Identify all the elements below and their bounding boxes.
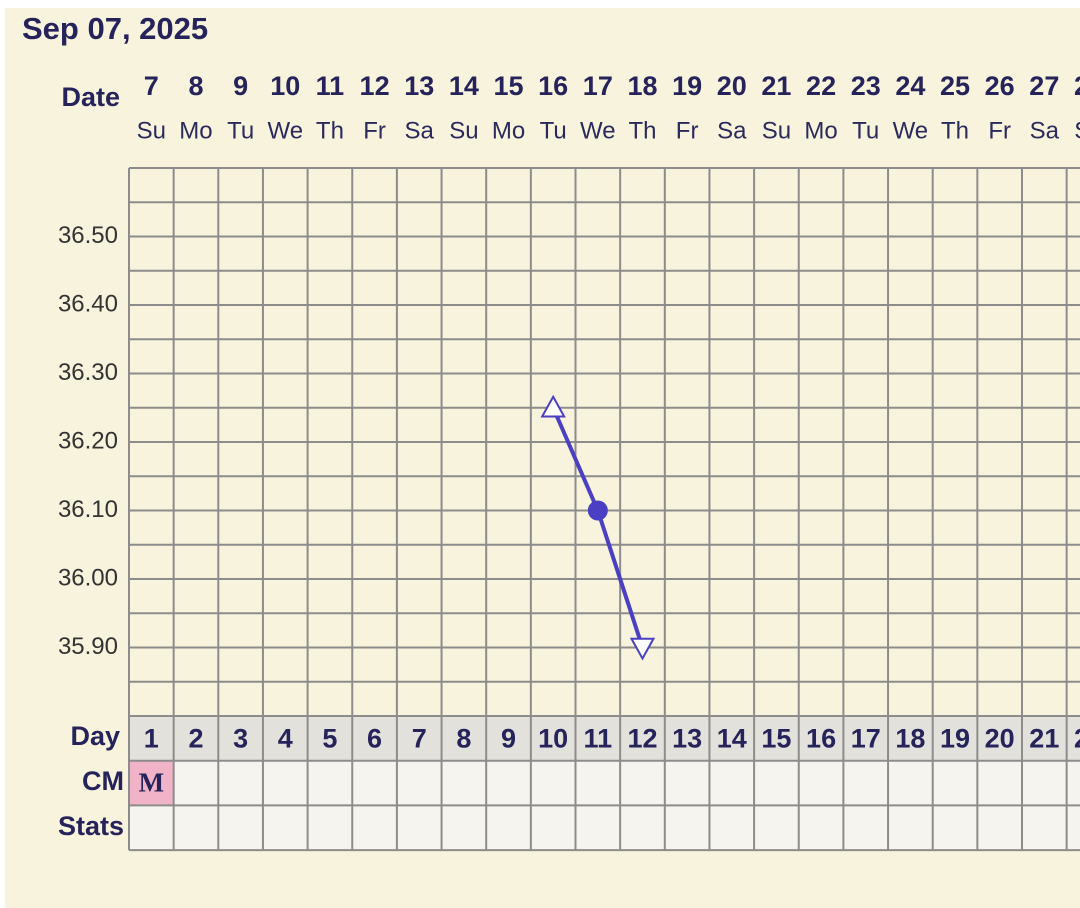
day-row — [129, 716, 1080, 761]
date-label: 22 — [806, 71, 836, 101]
weekday-label: Th — [628, 117, 656, 144]
weekday-label: Sa — [1030, 117, 1060, 144]
date-label: 17 — [583, 71, 613, 101]
weekday-label: Fr — [363, 117, 386, 144]
row-label: Day — [70, 721, 120, 751]
day-label: 7 — [412, 723, 427, 753]
day-label: 8 — [456, 723, 471, 753]
date-label: 8 — [188, 71, 203, 101]
table-rows: 7 Su 1 M 8 Mo 2 9 Tu 3 10 We 4 11 Th 5 12 Fr 6 13 Sa 7 14 Su 8 15… — [129, 71, 1080, 851]
weekday-label: Su — [449, 117, 478, 144]
day-label: 22 — [1074, 723, 1080, 753]
day-label: 4 — [278, 723, 293, 753]
day-label: 17 — [851, 723, 881, 753]
stats-row — [129, 805, 1080, 851]
weekday-label: Tu — [852, 117, 879, 144]
weekday-label: We — [580, 117, 616, 144]
weekday-label: Su — [1074, 117, 1080, 144]
weekday-label: Mo — [804, 117, 837, 144]
y-tick-label: 36.30 — [58, 359, 118, 386]
weekday-label: Tu — [227, 117, 254, 144]
y-tick-label: 36.50 — [58, 222, 118, 249]
y-tick-label: 36.20 — [58, 427, 118, 454]
date-label: 26 — [985, 71, 1015, 101]
weekday-label: Th — [941, 117, 969, 144]
date-label: 15 — [494, 71, 524, 101]
weekday-label: Su — [762, 117, 791, 144]
cm-row — [129, 760, 1080, 806]
cm-label: M — [139, 767, 164, 797]
y-tick-label: 36.40 — [58, 290, 118, 317]
cm-cell — [129, 760, 174, 806]
row-label: CM — [82, 766, 124, 796]
y-tick-label: 36.10 — [58, 496, 118, 523]
date-label: 11 — [316, 71, 345, 101]
chart-title: Sep 07, 2025 — [22, 11, 208, 46]
weekday-label: We — [893, 117, 929, 144]
date-label: 7 — [144, 71, 159, 101]
day-label: 10 — [538, 723, 568, 753]
day-label: 13 — [672, 723, 702, 753]
y-tick-label: 36.00 — [58, 564, 118, 591]
day-label: 1 — [144, 723, 159, 753]
date-label: 23 — [851, 71, 881, 101]
day-label: 6 — [367, 723, 382, 753]
row-label: Stats — [58, 811, 124, 841]
plot — [540, 394, 656, 661]
weekday-label: Mo — [179, 117, 212, 144]
day-label: 18 — [895, 723, 925, 753]
weekday-label: Fr — [988, 117, 1011, 144]
date-label: 19 — [672, 71, 702, 101]
weekday-label: Fr — [676, 117, 699, 144]
day-label: 5 — [322, 723, 337, 753]
day-label: 15 — [761, 723, 791, 753]
date-label: 27 — [1029, 71, 1059, 101]
data-point — [629, 637, 656, 661]
weekday-label: Tu — [540, 117, 567, 144]
date-label: 9 — [233, 71, 248, 101]
date-label: 10 — [270, 71, 300, 101]
date-label: 14 — [449, 71, 479, 101]
date-label: 13 — [404, 71, 434, 101]
day-label: 20 — [985, 723, 1015, 753]
weekday-label: Th — [316, 117, 344, 144]
day-label: 2 — [188, 723, 203, 753]
weekday-label: Mo — [492, 117, 525, 144]
day-label: 3 — [233, 723, 248, 753]
date-label: 28 — [1074, 71, 1080, 101]
day-label: 16 — [806, 723, 836, 753]
day-label: 21 — [1029, 723, 1059, 753]
day-label: 11 — [584, 723, 613, 753]
weekday-label: Su — [137, 117, 166, 144]
data-point — [587, 500, 608, 521]
date-label: 18 — [627, 71, 657, 101]
date-label: 25 — [940, 71, 970, 101]
grid: 35.90 36.00 36.10 36.20 36.30 36.40 36.50 — [58, 167, 1080, 852]
day-label: 12 — [627, 723, 657, 753]
day-label: 19 — [940, 723, 970, 753]
weekday-label: We — [267, 117, 303, 144]
data-point — [540, 394, 566, 418]
date-label: 21 — [761, 71, 791, 101]
row-label: Date — [61, 82, 120, 112]
date-label: 20 — [717, 71, 747, 101]
day-label: 14 — [717, 723, 747, 753]
weekday-label: Sa — [405, 117, 435, 144]
weekday-label: Sa — [717, 117, 747, 144]
date-label: 12 — [360, 71, 390, 101]
y-tick-label: 35.90 — [58, 633, 118, 660]
date-label: 16 — [538, 71, 568, 101]
date-label: 24 — [895, 71, 925, 101]
day-label: 9 — [501, 723, 516, 753]
